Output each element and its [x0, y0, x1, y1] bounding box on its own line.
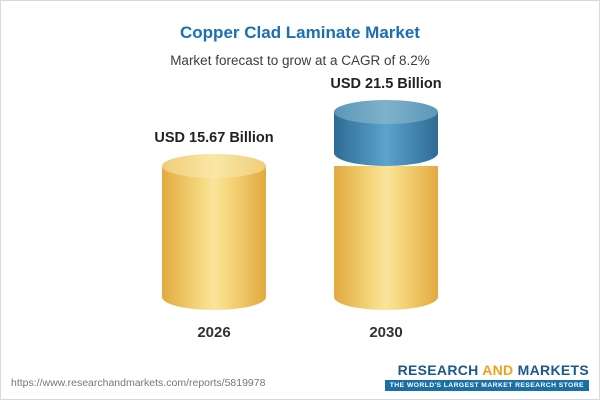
page-title: Copper Clad Laminate Market	[180, 23, 420, 42]
logo-word-and: AND	[482, 362, 514, 378]
cylinder-top-2026	[162, 153, 266, 178]
year-label-2026: 2026	[197, 324, 231, 341]
chart-subtitle: Market forecast to grow at a CAGR of 8.2…	[170, 53, 430, 68]
research-and-markets-logo[interactable]: RESEARCH AND MARKETS THE WORLD'S LARGEST…	[384, 362, 589, 391]
year-label-2030: 2030	[369, 324, 403, 341]
bar-chart: USD 15.67 Billion 2026 USD 21.5 Billion …	[1, 76, 599, 341]
footer: https://www.researchandmarkets.com/repor…	[1, 362, 599, 399]
cylinder-2030	[334, 100, 438, 310]
source-url[interactable]: https://www.researchandmarkets.com/repor…	[11, 377, 266, 389]
chart-header: Copper Clad Laminate Market Market forec…	[1, 1, 599, 68]
cylinder-2026	[162, 153, 266, 310]
logo-word-markets: MARKETS	[517, 362, 589, 378]
logo-wordmark: RESEARCH AND MARKETS	[398, 362, 589, 378]
value-label-2030: USD 21.5 Billion	[330, 76, 442, 93]
bar-column-2030: USD 21.5 Billion 2030	[326, 76, 446, 341]
value-label-2026: USD 15.67 Billion	[154, 129, 274, 146]
bar-segment-base-2030	[334, 165, 438, 310]
logo-tagline: THE WORLD'S LARGEST MARKET RESEARCH STOR…	[384, 380, 589, 391]
bar-segment-base-2026	[162, 153, 266, 310]
logo-word-research: RESEARCH	[397, 362, 479, 378]
cylinder-top-2030	[334, 100, 438, 125]
bar-column-2026: USD 15.67 Billion 2026	[154, 130, 274, 341]
bar-segment-growth-2030	[334, 100, 438, 166]
